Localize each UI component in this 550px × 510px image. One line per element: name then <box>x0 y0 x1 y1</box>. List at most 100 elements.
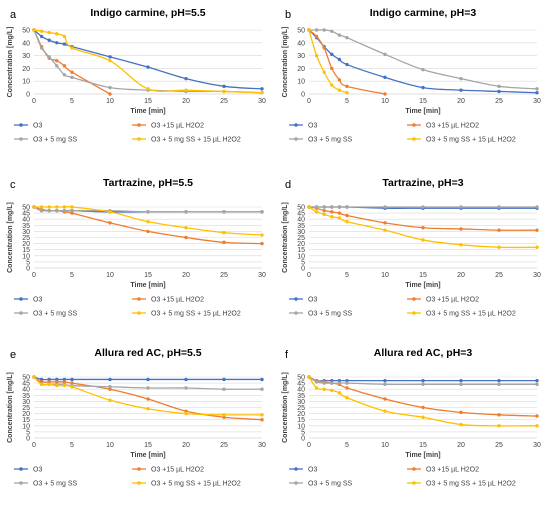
y-tick-label: 35 <box>22 393 30 400</box>
x-tick-label: 10 <box>106 272 114 279</box>
legend-marker <box>294 297 298 301</box>
series-line-0 <box>33 29 263 90</box>
data-point-2 <box>146 210 150 214</box>
data-point-3 <box>108 210 112 214</box>
data-point-0 <box>497 89 501 94</box>
series-line-3 <box>33 29 263 94</box>
y-tick-label: 0 <box>26 92 30 99</box>
data-point-3 <box>330 83 334 87</box>
data-point-2 <box>421 67 425 72</box>
x-tick-label: 0 <box>32 272 36 279</box>
data-point-0 <box>330 378 334 383</box>
legend-label: O3 <box>308 297 317 304</box>
y-tick-label: 30 <box>22 229 30 236</box>
y-tick-label: 20 <box>22 241 30 248</box>
data-point-2 <box>70 75 74 80</box>
data-point-2 <box>47 55 51 59</box>
data-point-1 <box>459 227 463 231</box>
legend-marker <box>294 137 298 141</box>
data-point-0 <box>222 377 226 382</box>
data-point-3 <box>222 89 226 94</box>
legend-marker <box>294 123 298 127</box>
data-point-3 <box>260 91 264 95</box>
chart-title: Indigo carmine, pH=5.5 <box>90 7 205 19</box>
y-tick-label: 35 <box>297 223 305 230</box>
data-point-2 <box>314 28 319 32</box>
data-point-3 <box>307 375 311 379</box>
legend-marker <box>137 137 141 141</box>
x-tick-label: 15 <box>419 272 427 279</box>
data-point-2 <box>62 73 67 77</box>
data-point-0 <box>497 378 501 383</box>
data-point-3 <box>47 30 51 35</box>
x-tick-label: 5 <box>70 442 74 449</box>
y-tick-label: 30 <box>297 53 305 60</box>
data-point-3 <box>383 228 387 232</box>
data-point-1 <box>314 34 319 39</box>
data-point-0 <box>535 378 539 383</box>
data-point-2 <box>146 386 150 390</box>
legend-label: O3 +15 µL H2O2 <box>151 123 204 130</box>
data-point-2 <box>459 205 463 209</box>
data-point-2 <box>459 76 463 81</box>
legend-marker <box>19 481 23 485</box>
data-point-2 <box>108 85 112 90</box>
panel-f: f Allura red AC, pH=305101520253035404550… <box>282 347 541 488</box>
data-point-3 <box>62 34 67 39</box>
data-point-3 <box>322 212 326 217</box>
legend-marker <box>19 467 23 471</box>
data-point-1 <box>108 221 112 225</box>
data-point-3 <box>32 28 36 32</box>
legend-marker <box>412 481 416 485</box>
data-point-0 <box>421 378 425 383</box>
y-tick-label: 0 <box>301 266 305 273</box>
x-tick-label: 15 <box>419 442 427 449</box>
x-tick-label: 10 <box>381 442 389 449</box>
y-tick-label: 10 <box>297 423 305 430</box>
data-point-2 <box>337 33 342 37</box>
data-point-1 <box>222 240 226 245</box>
legend-label: O3 +15 µL H2O2 <box>426 297 479 304</box>
data-point-0 <box>47 38 51 42</box>
legend-marker <box>412 467 416 471</box>
data-point-2 <box>55 64 59 68</box>
legend-label: O3 + 5 mg SS <box>308 481 352 488</box>
data-point-0 <box>222 84 226 89</box>
x-tick-label: 0 <box>307 442 311 449</box>
y-tick-label: 10 <box>22 253 30 260</box>
x-tick-label: 5 <box>345 442 349 449</box>
data-point-1 <box>345 213 349 218</box>
data-point-0 <box>55 377 59 382</box>
data-point-0 <box>260 377 264 382</box>
legend-label: O3 <box>33 297 42 304</box>
data-point-2 <box>47 208 51 213</box>
data-point-0 <box>383 378 387 383</box>
data-point-3 <box>184 88 188 92</box>
data-point-3 <box>184 411 188 416</box>
x-tick-label: 25 <box>495 442 503 449</box>
legend-label: O3 + 5 mg SS <box>308 137 352 144</box>
y-tick-label: 5 <box>26 429 30 436</box>
series-line-2 <box>33 29 263 94</box>
x-axis-label: Time [min] <box>130 108 165 115</box>
x-tick-label: 20 <box>182 98 190 105</box>
data-point-2 <box>497 84 501 89</box>
y-tick-label: 30 <box>297 229 305 236</box>
data-point-1 <box>62 380 67 384</box>
x-tick-label: 5 <box>345 272 349 279</box>
y-axis-label: Concentration [mg/L] <box>282 202 289 273</box>
data-point-0 <box>337 378 342 383</box>
x-tick-label: 10 <box>106 98 114 105</box>
y-tick-label: 10 <box>22 79 30 86</box>
legend-marker <box>412 297 416 301</box>
panel-b: b Indigo carmine, pH=3 0 10 20 30 40 50 0 5 10 15 20… <box>282 7 541 144</box>
data-point-1 <box>322 46 326 50</box>
data-point-2 <box>383 382 387 387</box>
x-tick-label: 5 <box>345 98 349 105</box>
data-point-2 <box>39 208 44 213</box>
data-point-3 <box>62 205 67 209</box>
panel-letter: f <box>285 349 289 361</box>
y-tick-label: 15 <box>22 247 30 254</box>
data-point-1 <box>260 418 264 422</box>
legend-marker <box>19 137 23 141</box>
